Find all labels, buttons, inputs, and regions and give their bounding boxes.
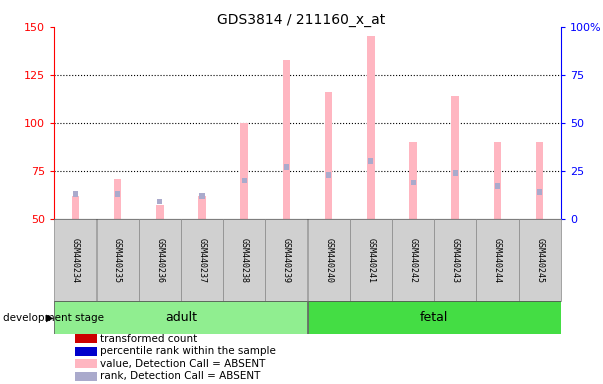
Bar <box>367 36 374 219</box>
Bar <box>200 193 204 199</box>
Bar <box>325 92 332 219</box>
Bar <box>241 123 248 219</box>
Bar <box>157 199 162 205</box>
Text: rank, Detection Call = ABSENT: rank, Detection Call = ABSENT <box>100 371 260 381</box>
FancyBboxPatch shape <box>181 219 223 301</box>
Bar <box>411 180 415 185</box>
Bar <box>72 196 79 219</box>
Bar <box>242 178 247 184</box>
FancyBboxPatch shape <box>96 219 139 301</box>
Text: GSM440244: GSM440244 <box>493 238 502 283</box>
Text: GSM440236: GSM440236 <box>156 238 164 283</box>
FancyBboxPatch shape <box>265 219 308 301</box>
Text: percentile rank within the sample: percentile rank within the sample <box>100 346 276 356</box>
FancyBboxPatch shape <box>139 219 181 301</box>
Text: GSM440240: GSM440240 <box>324 238 333 283</box>
Text: GSM440239: GSM440239 <box>282 238 291 283</box>
Text: transformed count: transformed count <box>100 334 197 344</box>
FancyBboxPatch shape <box>308 219 350 301</box>
Text: development stage: development stage <box>3 313 104 323</box>
Bar <box>283 60 290 219</box>
Bar <box>494 142 501 219</box>
Text: ▶: ▶ <box>46 313 53 323</box>
Bar <box>114 179 121 219</box>
Bar <box>284 164 289 170</box>
Bar <box>198 196 206 219</box>
FancyBboxPatch shape <box>392 219 434 301</box>
Bar <box>75 372 97 381</box>
Text: GSM440237: GSM440237 <box>198 238 206 283</box>
FancyBboxPatch shape <box>434 219 476 301</box>
Text: GSM440242: GSM440242 <box>409 238 417 283</box>
FancyBboxPatch shape <box>54 219 96 301</box>
Text: GSM440235: GSM440235 <box>113 238 122 283</box>
Text: GSM440241: GSM440241 <box>367 238 375 283</box>
Bar <box>453 170 458 176</box>
Bar <box>75 346 97 356</box>
Text: value, Detection Call = ABSENT: value, Detection Call = ABSENT <box>100 359 265 369</box>
Text: GSM440238: GSM440238 <box>240 238 248 283</box>
Bar <box>368 159 373 164</box>
Bar <box>537 189 542 195</box>
Bar <box>156 205 163 219</box>
FancyBboxPatch shape <box>308 301 561 334</box>
FancyBboxPatch shape <box>476 219 519 301</box>
Text: fetal: fetal <box>420 311 449 324</box>
Text: adult: adult <box>165 311 197 324</box>
Text: GSM440243: GSM440243 <box>451 238 459 283</box>
Bar <box>409 142 417 219</box>
FancyBboxPatch shape <box>519 219 561 301</box>
Bar <box>75 359 97 368</box>
Text: GDS3814 / 211160_x_at: GDS3814 / 211160_x_at <box>217 13 386 27</box>
Text: GSM440234: GSM440234 <box>71 238 80 283</box>
Bar <box>75 334 97 343</box>
Bar <box>73 191 78 197</box>
Bar <box>536 142 543 219</box>
Bar <box>495 184 500 189</box>
FancyBboxPatch shape <box>350 219 392 301</box>
FancyBboxPatch shape <box>54 301 308 334</box>
Bar <box>326 172 331 177</box>
Bar <box>115 191 120 197</box>
Bar <box>452 96 459 219</box>
Text: GSM440245: GSM440245 <box>535 238 544 283</box>
FancyBboxPatch shape <box>223 219 265 301</box>
